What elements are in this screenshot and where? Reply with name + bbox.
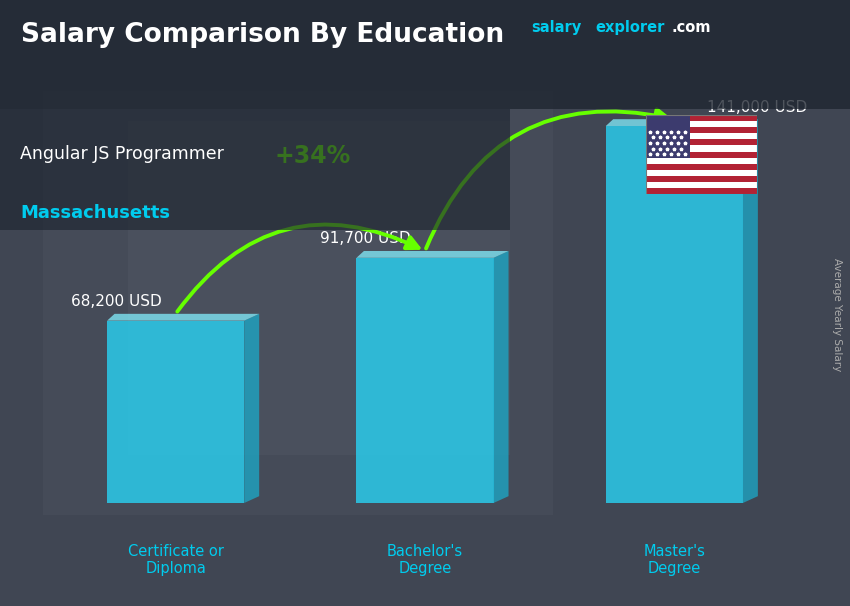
Bar	[646, 182, 756, 188]
Bar	[646, 164, 756, 170]
Bar	[646, 152, 756, 158]
Bar	[646, 188, 756, 194]
Bar	[107, 321, 244, 503]
Bar	[606, 126, 743, 503]
Text: .com: .com	[672, 19, 711, 35]
Bar	[646, 115, 690, 158]
Text: 141,000 USD: 141,000 USD	[706, 99, 807, 115]
Text: +34%: +34%	[275, 144, 351, 168]
Text: Massachusetts: Massachusetts	[20, 204, 170, 222]
Text: explorer: explorer	[595, 19, 665, 35]
Text: Angular JS Programmer: Angular JS Programmer	[20, 145, 224, 164]
Bar	[128, 121, 510, 454]
Text: 68,200 USD: 68,200 USD	[71, 295, 162, 309]
Bar	[646, 170, 756, 176]
Bar	[646, 115, 756, 121]
Bar	[646, 139, 756, 145]
Text: Average Yearly Salary: Average Yearly Salary	[832, 259, 842, 371]
Bar	[646, 145, 756, 152]
Polygon shape	[606, 119, 758, 126]
Polygon shape	[743, 119, 758, 503]
Text: Master's
Degree: Master's Degree	[643, 544, 706, 576]
Bar	[42, 91, 552, 515]
Polygon shape	[107, 314, 259, 321]
Text: Certificate or
Diploma: Certificate or Diploma	[128, 544, 224, 576]
Text: 91,700 USD: 91,700 USD	[320, 231, 411, 247]
Text: Bachelor's
Degree: Bachelor's Degree	[387, 544, 463, 576]
Bar	[646, 176, 756, 182]
Text: salary: salary	[531, 19, 581, 35]
Text: Salary Comparison By Education: Salary Comparison By Education	[21, 22, 504, 48]
Bar	[646, 158, 756, 164]
Bar	[356, 258, 494, 503]
Bar	[646, 121, 756, 127]
Bar	[646, 133, 756, 139]
Bar	[646, 127, 756, 133]
Polygon shape	[494, 251, 508, 503]
Polygon shape	[244, 314, 259, 503]
Polygon shape	[356, 251, 508, 258]
